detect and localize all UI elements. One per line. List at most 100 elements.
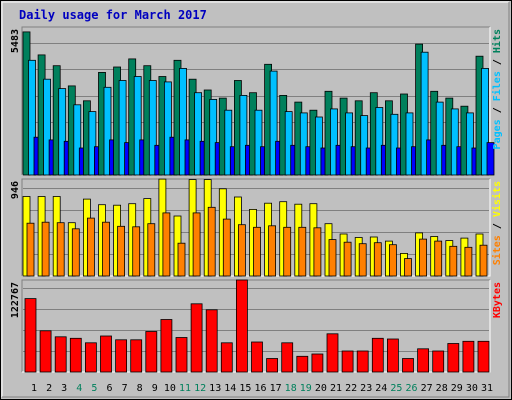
legend-separator: / [492,53,503,71]
bar-sites-day-22 [343,241,352,277]
legend-visits: Visits [491,181,503,217]
bar-sites-day-4 [71,228,80,277]
bar-kbytes-day-30 [462,340,475,373]
panel-bevel-dark [21,178,490,276]
bar-sites-day-27 [419,238,428,277]
bar-files-day-5 [88,111,97,176]
bar-files-day-25 [390,113,399,176]
x-axis-labels: 1 2 3 4 5 6 7 8 9 10 11 12 13 14 15 16 17 18 19 20 21 22 23 24 2… [31,383,493,394]
side-legend: KBytes [492,282,503,318]
bar-files-day-29 [450,108,459,176]
x-tick-label-day-16: 16 [254,383,266,394]
x-tick-label-day-3: 3 [61,383,67,394]
bar-files-day-6 [103,86,112,176]
bar-sites-day-12 [192,212,201,277]
x-tick-label-day-17: 17 [270,383,282,394]
bar-sites-day-24 [373,242,382,277]
bar-sites-day-9 [147,223,156,277]
bar-kbytes-day-28 [432,350,445,373]
bar-kbytes-day-8 [130,339,143,373]
x-tick-label-day-22: 22 [345,383,357,394]
bar-kbytes-day-27 [417,348,430,373]
panel-bevel-dark [21,26,490,175]
bar-sites-day-15 [237,224,246,277]
bar-files-day-7 [118,80,127,176]
x-tick-label-day-23: 23 [360,383,372,394]
bar-files-day-31 [481,68,489,176]
bar-sites-day-29 [449,245,458,277]
bar-kbytes-day-7 [115,339,127,373]
bar-files-day-17 [269,70,278,176]
bar-files-day-10 [163,81,172,176]
x-tick-label-day-21: 21 [330,383,342,394]
legend-separator: / [492,217,503,235]
bar-sites-day-3 [56,222,65,277]
bar-files-day-27 [420,51,429,176]
chart-panels: 5483 Pages / Files / Hits 946 Sites / Visit… [10,26,503,373]
bar-kbytes-day-25 [386,338,399,373]
bar-files-day-30 [465,112,474,176]
bar-kbytes-day-3 [54,336,67,373]
x-tick-label-day-5: 5 [91,383,97,394]
x-tick-label-day-9: 9 [152,383,158,394]
legend-sites: Sites [491,235,503,265]
bar-files-day-13 [209,99,218,176]
bar-kbytes-day-16 [251,341,263,373]
bar-sites-day-20 [313,227,322,277]
bar-kbytes-day-24 [371,337,384,373]
x-tick-label-day-25: 25 [390,383,402,394]
bar-sites-day-7 [117,225,125,277]
x-tick-label-day-13: 13 [209,383,221,394]
x-tick-label-day-1: 1 [31,383,37,394]
bar-files-day-14 [224,109,233,176]
bar-kbytes-day-4 [69,337,82,373]
x-tick-label-day-6: 6 [106,383,112,394]
bar-kbytes-day-11 [175,337,188,373]
y-max-label: 946 [10,181,21,199]
legend-pages: Pages [492,119,503,149]
bar-kbytes-day-23 [356,350,369,373]
bar-files-day-9 [148,80,157,176]
x-tick-label-day-7: 7 [122,383,128,394]
bar-kbytes-day-6 [100,335,112,373]
x-tick-label-day-29: 29 [451,383,463,394]
panel-bevel-dark [21,279,490,372]
bar-kbytes-day-9 [145,331,158,373]
panel-1: 5483 Pages / Files / Hits [10,26,503,176]
bar-files-day-21 [330,108,338,176]
bar-kbytes-day-10 [160,319,173,373]
bar-files-day-26 [405,112,414,176]
bar-files-day-1 [28,59,36,176]
bar-kbytes-day-14 [220,342,233,373]
bar-files-day-18 [284,111,293,176]
bar-kbytes-day-2 [39,330,52,373]
bar-sites-day-10 [162,212,171,277]
bar-sites-day-19 [298,226,307,277]
bar-files-day-16 [254,109,263,176]
bar-files-day-3 [58,88,67,176]
bar-files-day-2 [43,78,51,176]
bar-sites-day-23 [358,243,367,277]
x-tick-label-day-14: 14 [224,383,236,394]
x-tick-label-day-10: 10 [164,383,176,394]
bar-sites-day-30 [464,246,473,277]
bar-kbytes-day-12 [190,303,203,373]
bar-sites-day-18 [283,226,292,277]
bar-kbytes-day-19 [296,355,309,373]
bar-kbytes-day-17 [266,358,279,373]
bar-kbytes-day-18 [281,342,294,373]
bar-kbytes-day-5 [85,342,97,373]
x-tick-label-day-2: 2 [46,383,52,394]
x-tick-label-day-4: 4 [76,383,82,394]
legend-files: Files [491,71,503,101]
legend-kbytes: KBytes [492,282,503,318]
x-tick-label-day-18: 18 [285,383,297,394]
bar-files-day-15 [239,95,248,176]
bar-files-day-11 [179,68,187,176]
x-tick-label-day-26: 26 [405,383,417,394]
bar-sites-day-28 [434,240,443,277]
panel-3: 122767 KBytes [10,279,503,373]
bar-sites-day-25 [388,244,397,277]
